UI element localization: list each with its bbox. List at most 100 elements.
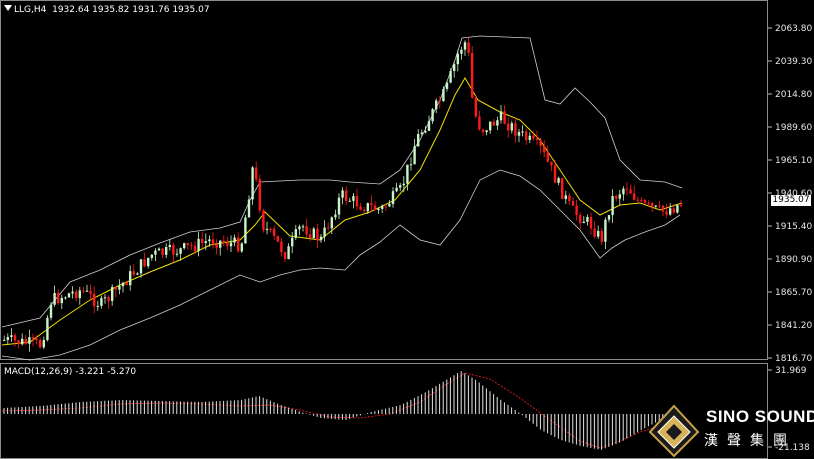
candle-body — [345, 190, 348, 201]
candle-body — [607, 215, 611, 220]
candle-body — [183, 243, 186, 249]
candle-body — [24, 338, 27, 344]
symbol-label: LLG,H4 — [14, 5, 47, 15]
candle-body — [478, 116, 481, 130]
candle-body — [154, 250, 157, 255]
macd-signal-line — [1, 372, 681, 449]
price-axis-label: 2014.80 — [775, 90, 813, 100]
candle-body — [571, 201, 575, 206]
candle-body — [373, 205, 377, 211]
candle-body — [413, 146, 416, 165]
candle-body — [237, 237, 240, 252]
candle-body — [161, 248, 164, 255]
candle-body — [618, 194, 621, 199]
current-price-tag: 1935.07 — [771, 195, 811, 206]
candle-body — [57, 292, 60, 304]
candle-body — [341, 190, 344, 198]
candle-body — [463, 42, 467, 50]
candle-body — [204, 241, 207, 243]
candle-body — [100, 298, 103, 306]
candle-body — [136, 273, 139, 275]
candle-body — [60, 297, 63, 304]
candle-body — [492, 121, 495, 126]
candle-body — [93, 293, 96, 307]
candle-body — [71, 291, 74, 294]
candle-body — [424, 130, 427, 133]
candle-body — [449, 71, 452, 83]
candle-body — [287, 246, 290, 260]
candlestick-series — [3, 37, 683, 352]
candle-body — [600, 230, 603, 242]
candle-body — [550, 161, 553, 166]
candle-body — [381, 206, 384, 209]
candle-body — [586, 216, 589, 222]
candle-body — [244, 217, 247, 244]
candle-body — [521, 131, 524, 133]
candle-body — [147, 257, 150, 267]
bollinger-upper-band — [1, 35, 683, 328]
candle-body — [6, 337, 9, 340]
candle-body — [633, 193, 636, 200]
candle-body — [197, 238, 200, 252]
logo-subtitle: 漢聲集團 — [704, 433, 796, 449]
candle-body — [564, 195, 567, 199]
candle-body — [64, 297, 67, 299]
candle-body — [211, 239, 215, 245]
candle-body — [3, 339, 6, 341]
candle-body — [330, 217, 333, 229]
candle-body — [114, 287, 117, 290]
candle-body — [21, 338, 24, 345]
candle-body — [604, 219, 607, 242]
candle-body — [661, 205, 665, 212]
candle-body — [294, 229, 297, 238]
dropdown-triangle-icon[interactable] — [4, 5, 12, 11]
candle-body — [319, 236, 323, 241]
candle-body — [651, 202, 654, 207]
candle-body — [175, 253, 179, 255]
candle-body — [589, 216, 593, 229]
candle-body — [121, 282, 125, 287]
candle-body — [186, 243, 189, 246]
candle-body — [456, 53, 459, 65]
candle-body — [172, 245, 175, 255]
candle-body — [496, 120, 499, 126]
candle-body — [672, 208, 675, 213]
candle-body — [499, 111, 503, 121]
candle-body — [28, 337, 31, 344]
candle-body — [615, 196, 618, 199]
price-axis-label: 1890.90 — [775, 255, 813, 265]
candle-body — [107, 297, 110, 301]
candle-body — [647, 202, 650, 204]
candle-body — [561, 178, 564, 199]
candle-body — [262, 210, 265, 230]
candle-body — [276, 235, 279, 242]
candle-body — [532, 135, 535, 139]
candle-body — [129, 271, 132, 286]
candle-body — [543, 146, 546, 153]
candle-body — [283, 252, 287, 260]
candle-body — [39, 340, 42, 348]
candle-body — [485, 130, 488, 133]
logo-title: SINO SOUND — [706, 407, 814, 426]
candle-body — [75, 291, 78, 299]
candle-body — [46, 317, 49, 341]
candle-body — [179, 248, 182, 254]
candle-body — [165, 247, 168, 255]
candle-body — [510, 123, 513, 131]
candle-body — [528, 135, 531, 141]
candle-body — [139, 259, 143, 274]
candle-body — [316, 228, 319, 241]
candle-body — [640, 200, 643, 202]
candle-body — [503, 111, 506, 124]
candle-body — [67, 293, 71, 298]
candle-body — [629, 189, 632, 194]
candle-body — [593, 228, 596, 237]
candle-body — [557, 178, 560, 183]
macd-axis-label: 31.969 — [775, 366, 807, 376]
candle-body — [442, 88, 445, 102]
diamond-logo-icon — [648, 404, 700, 458]
candle-body — [366, 203, 369, 212]
candle-body — [312, 228, 315, 238]
